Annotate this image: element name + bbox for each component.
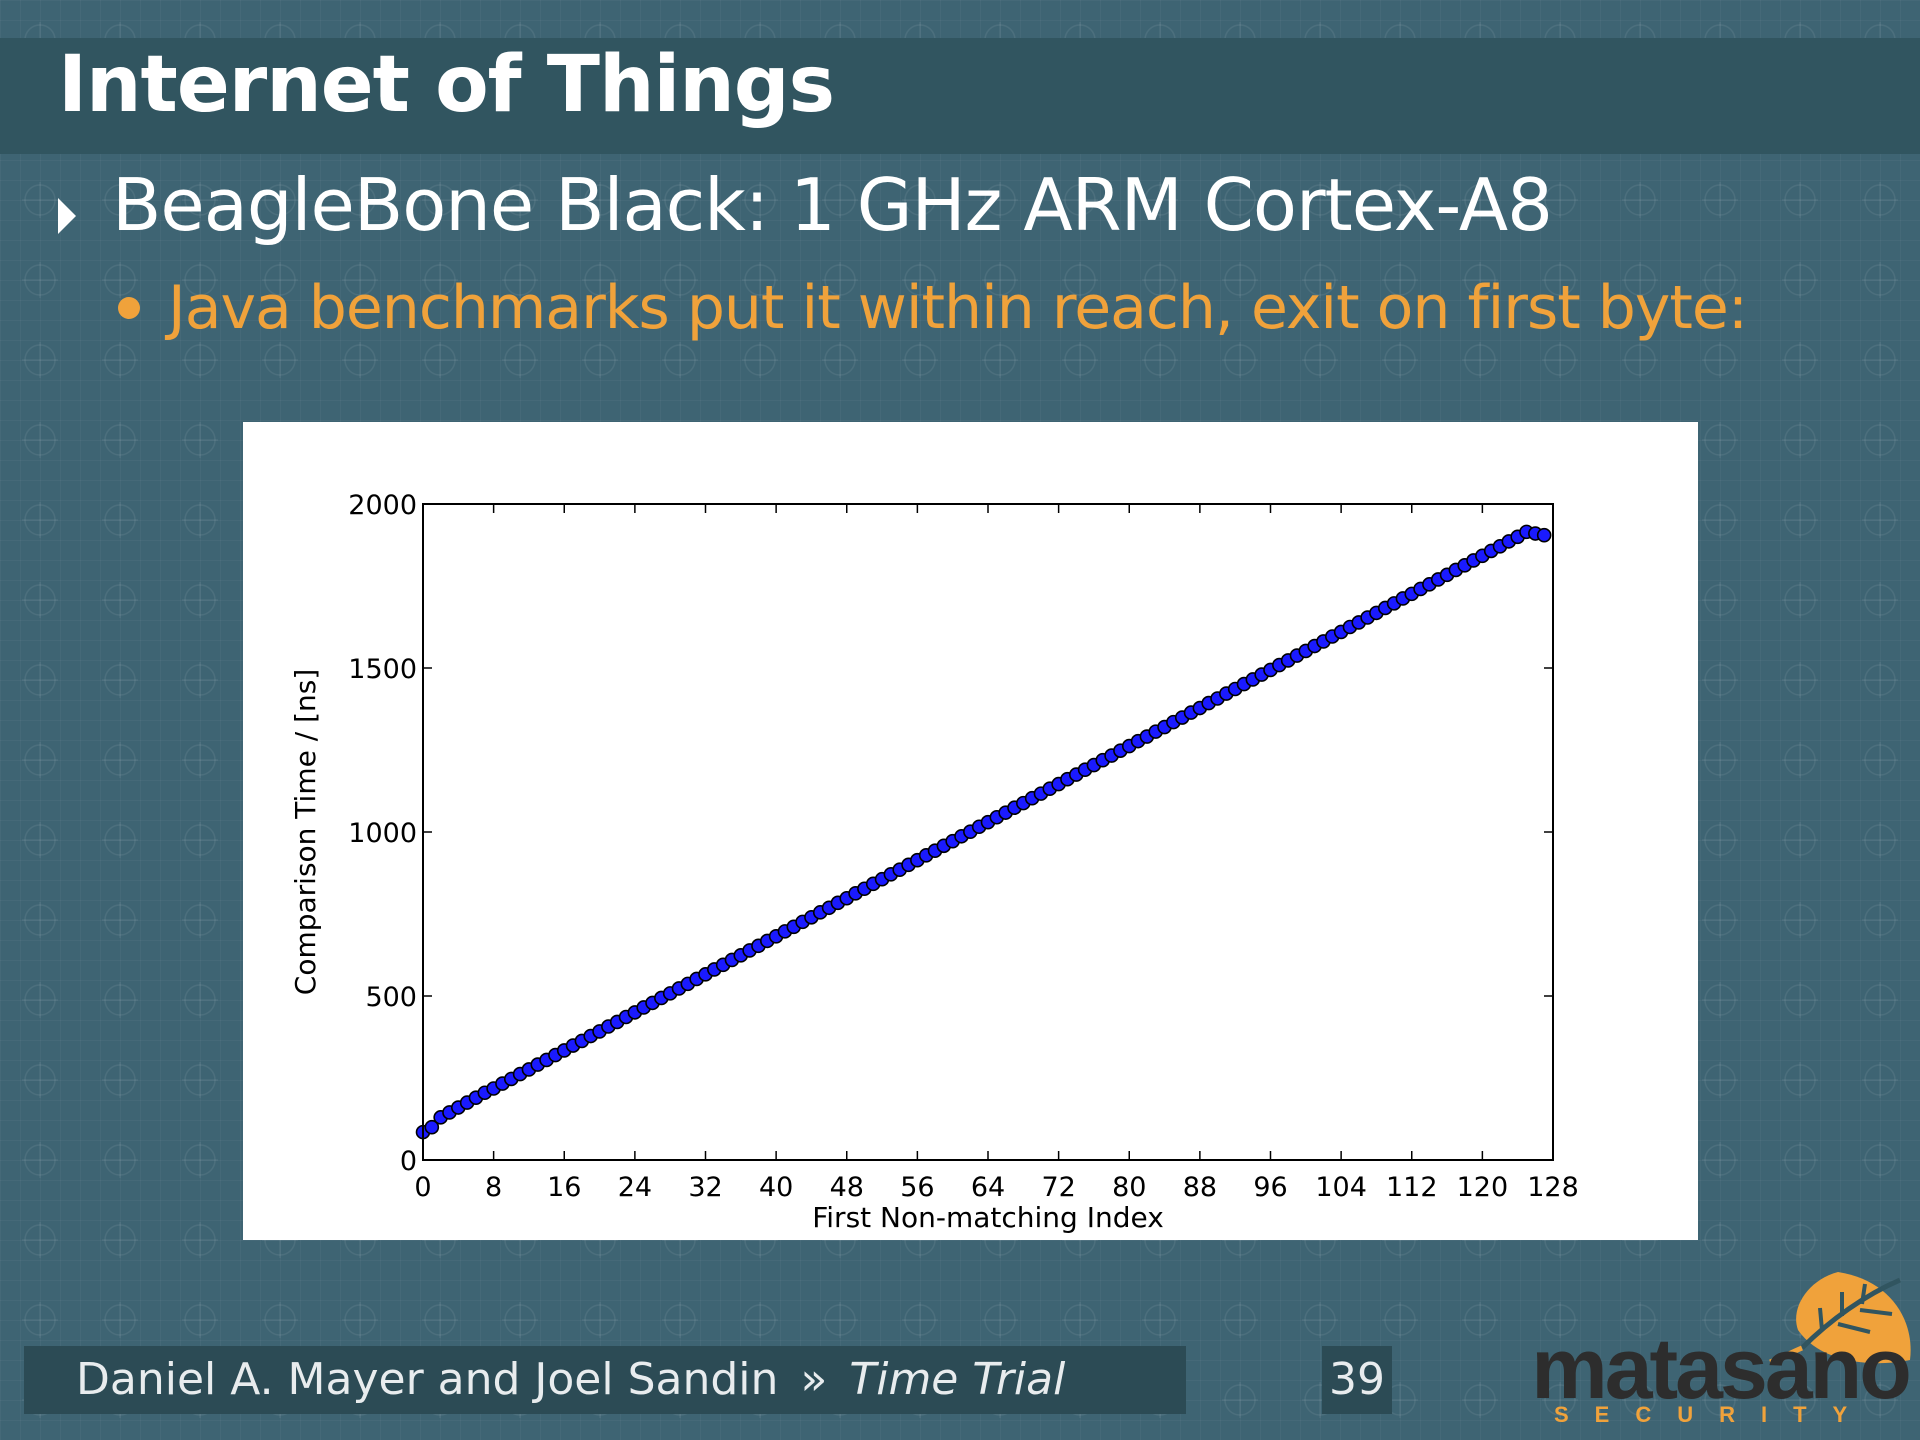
matasano-logo: matasano SECURITY <box>1520 1250 1920 1440</box>
x-tick-label: 80 <box>1112 1172 1146 1203</box>
y-tick-label: 1000 <box>348 818 417 849</box>
bullet-level-1: BeagleBone Black: 1 GHz ARM Cortex-A8 <box>58 160 1553 250</box>
x-tick-label: 96 <box>1253 1172 1287 1203</box>
x-tick-label: 16 <box>547 1172 581 1203</box>
dot-bullet-icon <box>118 297 140 319</box>
chart-markers <box>415 524 1552 1140</box>
data-point <box>424 1119 440 1135</box>
logo-subtitle: SECURITY <box>1554 1402 1874 1427</box>
y-tick-label: 2000 <box>348 490 417 521</box>
title-bar <box>0 38 1920 154</box>
footer-talk-title: Time Trial <box>849 1354 1066 1405</box>
bullet-level-2: Java benchmarks put it within reach, exi… <box>118 268 1748 348</box>
data-point <box>1536 527 1552 543</box>
footer-authors: Daniel A. Mayer and Joel Sandin <box>76 1354 779 1405</box>
footer-credits: Daniel A. Mayer and Joel Sandin » Time Tri… <box>76 1346 1065 1414</box>
x-tick-label: 104 <box>1315 1172 1367 1203</box>
x-tick-label: 72 <box>1041 1172 1075 1203</box>
chart-ticks: 0 8 16 24 32 40 48 56 64 72 80 88 96 104 112 120 128 0 500… <box>348 490 1578 1203</box>
scatter-chart: 0 8 16 24 32 40 48 56 64 72 80 88 96 104 112 120 128 0 500… <box>289 490 1579 1234</box>
x-tick-label: 120 <box>1457 1172 1509 1203</box>
y-tick-label: 1500 <box>348 654 417 685</box>
x-tick-label: 32 <box>688 1172 722 1203</box>
slide-title: Internet of Things <box>58 40 835 130</box>
y-tick-label: 0 <box>400 1146 417 1177</box>
x-tick-label: 64 <box>971 1172 1005 1203</box>
y-axis-label: Comparison Time / [ns] <box>289 669 322 995</box>
x-tick-label: 112 <box>1386 1172 1438 1203</box>
bullet-2-text: Java benchmarks put it within reach, exi… <box>168 273 1748 343</box>
footer-separator: » <box>800 1354 828 1405</box>
y-tick-label: 500 <box>365 982 417 1013</box>
x-tick-label: 56 <box>900 1172 934 1203</box>
x-tick-label: 128 <box>1527 1172 1579 1203</box>
x-tick-label: 0 <box>414 1172 431 1203</box>
x-tick-label: 24 <box>618 1172 652 1203</box>
x-axis-label: First Non-matching Index <box>812 1201 1164 1234</box>
logo-wordmark: matasano <box>1531 1321 1912 1417</box>
triangle-bullet-icon <box>58 198 76 234</box>
leaf-icon <box>1769 1272 1911 1365</box>
page-number: 39 <box>1322 1346 1392 1414</box>
x-tick-label: 48 <box>830 1172 864 1203</box>
x-tick-label: 88 <box>1183 1172 1217 1203</box>
chart-panel: 0 8 16 24 32 40 48 56 64 72 80 88 96 104 112 120 128 0 500… <box>243 422 1698 1240</box>
bullet-1-text: BeagleBone Black: 1 GHz ARM Cortex-A8 <box>112 163 1553 247</box>
x-tick-label: 40 <box>759 1172 793 1203</box>
footer-bar <box>24 1346 1186 1414</box>
x-tick-label: 8 <box>485 1172 502 1203</box>
